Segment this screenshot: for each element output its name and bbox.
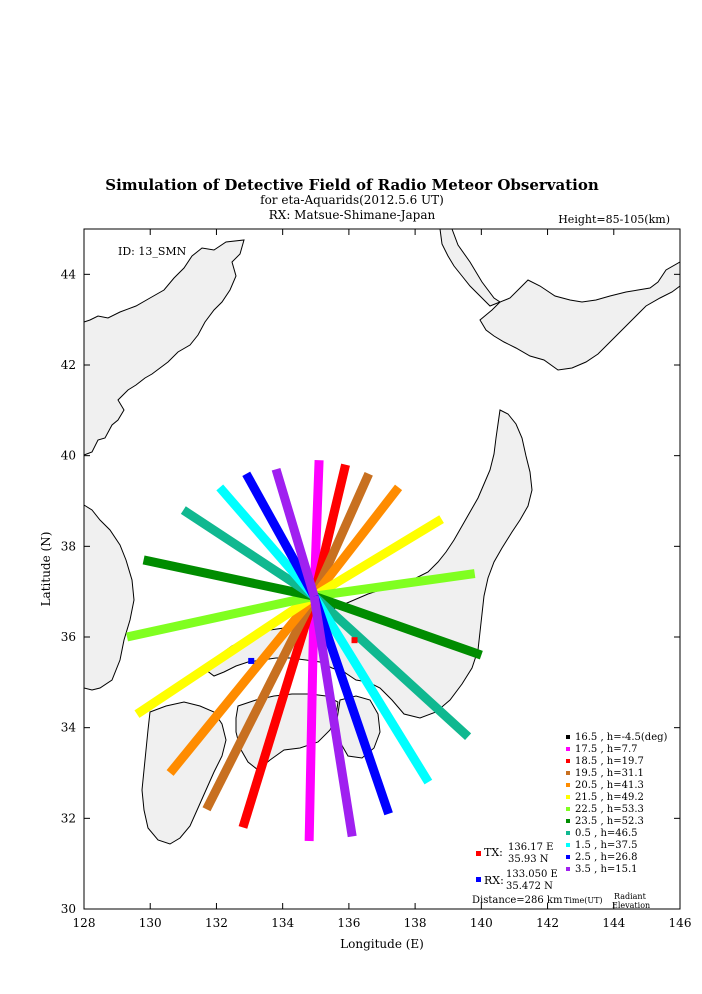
x-tick-label: 134	[271, 916, 294, 930]
land-korea	[83, 239, 245, 456]
meteor-track-mirror	[310, 471, 373, 599]
radiant-header: Radiant	[614, 892, 647, 901]
meteor-track	[180, 506, 317, 600]
y-tick-label: 42	[61, 358, 76, 372]
x-tick-label: 132	[205, 916, 228, 930]
meteor-track	[216, 484, 318, 600]
meteor-track	[134, 592, 317, 718]
x-tick-label: 136	[337, 916, 360, 930]
meteor-track-mirror	[310, 484, 403, 599]
tx-marker	[351, 637, 358, 644]
legend-swatch	[566, 747, 570, 751]
legend-entry: 21.5 , h=49.2	[575, 792, 644, 803]
y-tick-label: 32	[61, 811, 76, 825]
id-label: ID: 13_SMN	[118, 245, 187, 258]
tx-legend-swatch	[476, 851, 481, 856]
legend-entry: 16.5 , h=-4.5(deg)	[575, 732, 668, 743]
legend-swatch	[566, 795, 570, 799]
y-tick-label: 34	[61, 721, 77, 735]
x-tick-label: 138	[404, 916, 427, 930]
legend-entry: 3.5 , h=15.1	[575, 864, 638, 875]
legend-entry: 23.5 , h=52.3	[575, 816, 644, 827]
legend-entry: 0.5 , h=46.5	[575, 828, 638, 839]
distance-label: Distance=286 km	[472, 895, 563, 906]
legend-entry: 17.5 , h=7.7	[575, 744, 638, 755]
y-tick-label: 40	[61, 449, 76, 463]
x-tick-label: 128	[73, 916, 96, 930]
x-tick-label: 142	[536, 916, 559, 930]
chart-subtitle-receiver: RX: Matsue-Shimane-Japan	[269, 208, 436, 222]
legend-swatch	[566, 783, 570, 787]
plot-area: ID: 13_SMN	[83, 228, 681, 910]
land-kyushu	[141, 701, 227, 845]
rx-label: RX:	[484, 874, 504, 887]
meteor-tracks	[126, 460, 483, 842]
legend-swatch	[566, 867, 570, 871]
land-sakhalin	[439, 228, 502, 307]
x-tick-label: 140	[470, 916, 493, 930]
time-header: Time(UT)	[564, 896, 603, 905]
y-tick-label: 36	[61, 630, 76, 644]
x-axis-ticks: 128 130 132 134 136 138 140 142 144 146	[73, 229, 692, 930]
meteor-track-mirror	[309, 595, 357, 838]
meteor-track	[242, 471, 319, 599]
y-tick-label: 30	[61, 902, 76, 916]
tx-label: TX:	[484, 846, 503, 859]
land-hokkaido	[479, 261, 681, 371]
legend: 16.5 , h=-4.5(deg)17.5 , h=7.718.5 , h=1…	[566, 732, 668, 875]
x-axis-label: Longitude (E)	[340, 937, 424, 951]
meteor-track	[166, 593, 318, 776]
tx-lon: 136.17 E	[508, 842, 553, 853]
meteor-track-mirror	[311, 592, 472, 741]
meteor-track	[304, 596, 319, 842]
meteor-track	[238, 594, 319, 829]
chart-subtitle-event: for eta-Aquarids(2012.5.6 UT)	[260, 193, 444, 207]
meteor-track	[202, 594, 319, 812]
meteor-track-mirror	[311, 515, 444, 601]
tx-lat: 35.93 N	[508, 854, 549, 865]
rx-lon: 133.050 E	[506, 869, 558, 880]
meteor-track-mirror	[312, 591, 483, 660]
rx-lat: 35.472 N	[506, 881, 553, 892]
height-label: Height=85-105(km)	[558, 213, 670, 226]
legend-swatch	[566, 819, 570, 823]
legend-entry: 1.5 , h=37.5	[575, 840, 638, 851]
meteor-track	[126, 591, 316, 642]
meteor-track	[142, 555, 316, 601]
meteor-track	[271, 467, 319, 598]
chart-title: Simulation of Detective Field of Radio M…	[105, 176, 599, 194]
y-axis-label: Latitude (N)	[39, 532, 53, 607]
legend-entry: 19.5 , h=31.1	[575, 768, 644, 779]
legend-swatch	[566, 843, 570, 847]
legend-entry: 2.5 , h=26.8	[575, 852, 638, 863]
legend-swatch	[566, 759, 570, 763]
station-info: TX: 136.17 E 35.93 N RX: 133.050 E 35.47…	[472, 842, 650, 910]
meteor-track-mirror	[313, 569, 476, 601]
rx-marker	[248, 657, 255, 664]
y-tick-label: 44	[61, 267, 77, 281]
legend-swatch	[566, 855, 570, 859]
x-tick-label: 144	[602, 916, 625, 930]
elevation-header: Elevation	[612, 901, 650, 910]
legend-entry: 20.5 , h=41.3	[575, 780, 644, 791]
x-tick-label: 130	[139, 916, 162, 930]
meteor-track-mirror	[310, 593, 433, 785]
y-axis-ticks: 30 32 34 36 38 40 42 44	[61, 267, 680, 916]
y-tick-label: 38	[61, 539, 76, 553]
legend-swatch	[566, 735, 570, 739]
rx-legend-swatch	[476, 877, 481, 882]
meteor-track-mirror	[309, 594, 393, 816]
legend-entry: 18.5 , h=19.7	[575, 756, 644, 767]
legend-swatch	[566, 831, 570, 835]
x-tick-label: 146	[669, 916, 692, 930]
legend-swatch	[566, 771, 570, 775]
legend-entry: 22.5 , h=53.3	[575, 804, 644, 815]
legend-swatch	[566, 807, 570, 811]
land-korea-south	[83, 504, 135, 691]
